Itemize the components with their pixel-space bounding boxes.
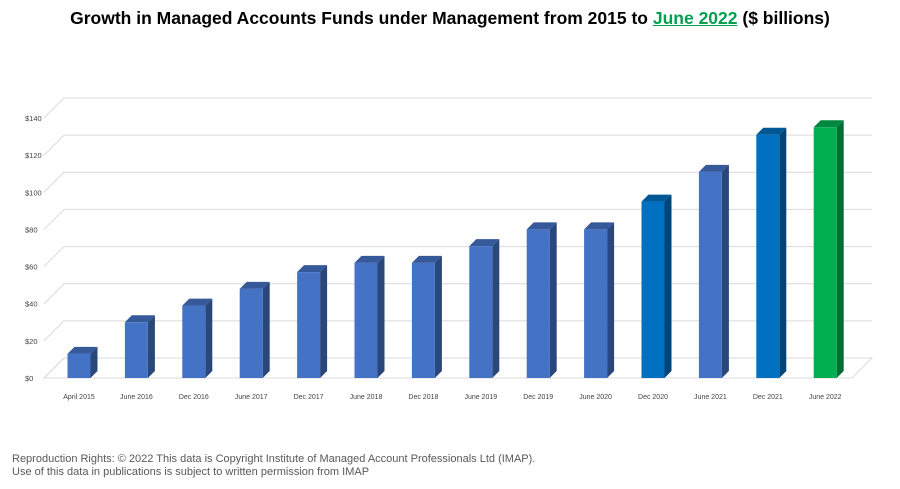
bar-side bbox=[836, 120, 844, 379]
y-tick-label: $60 bbox=[25, 263, 38, 272]
bars bbox=[67, 120, 844, 379]
bar-june-2021 bbox=[698, 164, 729, 378]
title-text-after: ($ billions) bbox=[737, 8, 830, 28]
bar-front bbox=[469, 246, 493, 378]
bar-june-2022 bbox=[813, 120, 844, 379]
x-axis-tick-labels: April 2015 June 2016 Dec 2016 June 2017 Dec … bbox=[63, 394, 841, 401]
title-text-before: Growth in Managed Accounts Funds under M… bbox=[70, 8, 653, 28]
x-tick-label: Dec 2019 bbox=[523, 394, 553, 401]
bar-side bbox=[147, 315, 155, 378]
gridlines bbox=[42, 97, 874, 379]
bar-dec-2017 bbox=[297, 265, 328, 378]
y-axis-tick-labels: $0 $20 $40 $60 $80 $100 $120 $140 bbox=[25, 114, 42, 383]
y-tick-label: $40 bbox=[25, 300, 38, 309]
bar-front bbox=[526, 229, 550, 378]
bar-june-2018 bbox=[354, 255, 385, 378]
gridline bbox=[43, 357, 872, 379]
gridline bbox=[43, 320, 872, 342]
bar-top bbox=[698, 164, 729, 172]
bar-front bbox=[239, 288, 263, 378]
bar-side bbox=[262, 281, 270, 378]
gridline bbox=[43, 283, 872, 305]
chart-title: Growth in Managed Accounts Funds under M… bbox=[0, 8, 900, 29]
bar-front bbox=[297, 272, 321, 378]
bar-front bbox=[354, 262, 378, 378]
bar-side bbox=[721, 164, 729, 378]
bar-front bbox=[641, 201, 665, 378]
bar-top bbox=[354, 255, 385, 263]
bar-front bbox=[67, 353, 91, 378]
bar-side bbox=[320, 265, 328, 378]
bar-top bbox=[239, 281, 270, 289]
bar-dec-2020 bbox=[641, 194, 672, 378]
bar-front bbox=[584, 229, 608, 378]
x-tick-label: June 2020 bbox=[579, 394, 612, 401]
bar-side bbox=[779, 127, 787, 378]
title-highlight: June 2022 bbox=[652, 8, 738, 28]
gridline bbox=[43, 246, 872, 267]
bar-top bbox=[641, 194, 672, 202]
bar-dec-2018 bbox=[411, 255, 442, 378]
x-tick-label: June 2022 bbox=[809, 394, 842, 401]
bar-front bbox=[182, 305, 206, 378]
bar-side bbox=[664, 194, 672, 378]
bar-front bbox=[124, 322, 148, 378]
x-tick-label: June 2018 bbox=[350, 394, 383, 401]
bar-dec-2021 bbox=[756, 127, 787, 378]
x-tick-label: June 2016 bbox=[120, 394, 153, 401]
bar-dec-2019 bbox=[526, 222, 557, 378]
gridline bbox=[43, 97, 872, 119]
y-tick-label: $120 bbox=[25, 151, 42, 160]
bar-june-2019 bbox=[469, 239, 500, 378]
bar-top bbox=[411, 255, 442, 263]
bar-june-2020 bbox=[584, 222, 615, 378]
bar-april-2015 bbox=[67, 346, 98, 378]
bar-top bbox=[67, 346, 98, 354]
gridline bbox=[43, 171, 872, 193]
bar-top bbox=[469, 239, 500, 247]
bar-front bbox=[813, 127, 837, 379]
bar-top bbox=[813, 120, 844, 128]
x-tick-label: Dec 2017 bbox=[294, 394, 324, 401]
bar-top bbox=[124, 315, 155, 323]
bar-june-2017 bbox=[239, 281, 270, 378]
bar-front bbox=[756, 134, 780, 378]
y-tick-label: $80 bbox=[25, 225, 38, 234]
copyright-footer: Reproduction Rights: © 2022 This data is… bbox=[12, 453, 535, 479]
bar-top bbox=[526, 222, 557, 230]
bar-side bbox=[549, 222, 557, 378]
bar-side bbox=[492, 239, 500, 378]
x-tick-label: June 2017 bbox=[235, 394, 268, 401]
x-tick-label: April 2015 bbox=[63, 394, 95, 401]
bar-side bbox=[377, 255, 385, 378]
y-tick-label: $20 bbox=[25, 337, 38, 346]
bar-front bbox=[698, 171, 722, 378]
x-tick-label: Dec 2020 bbox=[638, 394, 668, 401]
bar-side bbox=[434, 255, 442, 378]
bar-dec-2016 bbox=[182, 298, 213, 378]
bar-june-2016 bbox=[124, 315, 155, 378]
x-tick-label: June 2019 bbox=[464, 394, 497, 401]
x-tick-label: Dec 2021 bbox=[753, 394, 783, 401]
bar-side bbox=[607, 222, 615, 378]
bar-top bbox=[584, 222, 615, 230]
footer-line-2: Use of this data in publications is subj… bbox=[12, 466, 370, 478]
bar-top bbox=[756, 127, 787, 135]
x-tick-label: Dec 2018 bbox=[408, 394, 438, 401]
y-tick-label: $100 bbox=[25, 188, 42, 197]
x-tick-label: Dec 2016 bbox=[179, 394, 209, 401]
bar-side bbox=[205, 298, 213, 378]
bar-front bbox=[411, 262, 435, 378]
x-tick-label: June 2021 bbox=[694, 394, 727, 401]
y-tick-label: $0 bbox=[25, 374, 33, 383]
bar-side bbox=[90, 346, 98, 378]
gridline bbox=[43, 208, 872, 230]
bar-top bbox=[182, 298, 213, 306]
chart-floor bbox=[42, 357, 874, 379]
gridline bbox=[43, 134, 872, 156]
bar-top bbox=[297, 265, 328, 273]
footer-line-1: Reproduction Rights: © 2022 This data is… bbox=[12, 453, 536, 465]
y-tick-label: $140 bbox=[25, 114, 42, 123]
